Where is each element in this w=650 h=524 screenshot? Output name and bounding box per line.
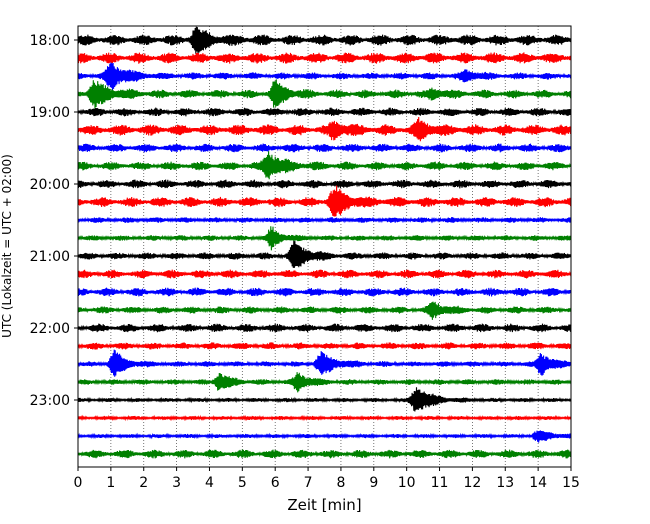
- x-tick-label: 2: [139, 475, 148, 491]
- y-tick-label: 20:00: [30, 177, 70, 193]
- trace-2245: [77, 372, 572, 393]
- plot-frame: [77, 25, 572, 468]
- y-tick-label: 19:00: [30, 105, 70, 121]
- trace-2230: [77, 349, 572, 377]
- trace-2030: [77, 216, 572, 224]
- trace-1900: [77, 107, 572, 117]
- y-axis: 18:00 19:00 20:00 21:00 22:00 23:00: [30, 33, 78, 409]
- x-tick-label: 9: [369, 475, 378, 491]
- x-tick-label: 5: [238, 475, 247, 491]
- trace-2330: [77, 430, 572, 443]
- x-axis: 0 1 2 3 4 5 6 7 8 9 10 11 12 13 14 15: [74, 467, 580, 491]
- y-tick-label: 21:00: [30, 249, 70, 265]
- trace-2015: [77, 185, 572, 217]
- trace-1945: [77, 151, 572, 180]
- trace-2300: [77, 387, 572, 412]
- trace-2345: [77, 449, 572, 459]
- trace-2215: [77, 342, 572, 350]
- trace-2000: [77, 179, 572, 189]
- x-tick-label: 7: [304, 475, 313, 491]
- trace-1930: [77, 143, 572, 153]
- trace-1845: [77, 79, 572, 109]
- x-tick-label: 14: [529, 475, 547, 491]
- x-tick-label: 15: [562, 475, 580, 491]
- x-tick-label: 8: [336, 475, 345, 491]
- trace-1815: [77, 52, 572, 64]
- x-tick-label: 1: [106, 475, 115, 491]
- trace-2145: [77, 301, 572, 320]
- y-axis-label: UTC (Lokalzeit = UTC + 02:00): [0, 154, 14, 338]
- x-tick-label: 3: [172, 475, 181, 491]
- trace-1830: [77, 62, 572, 91]
- trace-2115: [77, 269, 572, 279]
- trace-2045: [77, 226, 572, 251]
- trace-2200: [77, 323, 572, 333]
- y-tick-label: 23:00: [30, 393, 70, 409]
- x-tick-label: 0: [74, 475, 83, 491]
- x-tick-label: 10: [398, 475, 416, 491]
- seismogram-traces: [77, 26, 572, 459]
- y-tick-label: 18:00: [30, 33, 70, 49]
- x-axis-label: Zeit [min]: [287, 496, 361, 514]
- trace-2315: [77, 414, 572, 422]
- x-tick-label: 4: [205, 475, 214, 491]
- y-tick-label: 22:00: [30, 321, 70, 337]
- x-tick-label: 11: [431, 475, 449, 491]
- trace-1800: [77, 26, 572, 56]
- x-tick-label: 12: [463, 475, 481, 491]
- trace-2100: [77, 240, 572, 268]
- trace-2130: [77, 287, 572, 297]
- trace-1915: [77, 116, 572, 142]
- x-tick-label: 6: [271, 475, 280, 491]
- x-tick-label: 13: [496, 475, 514, 491]
